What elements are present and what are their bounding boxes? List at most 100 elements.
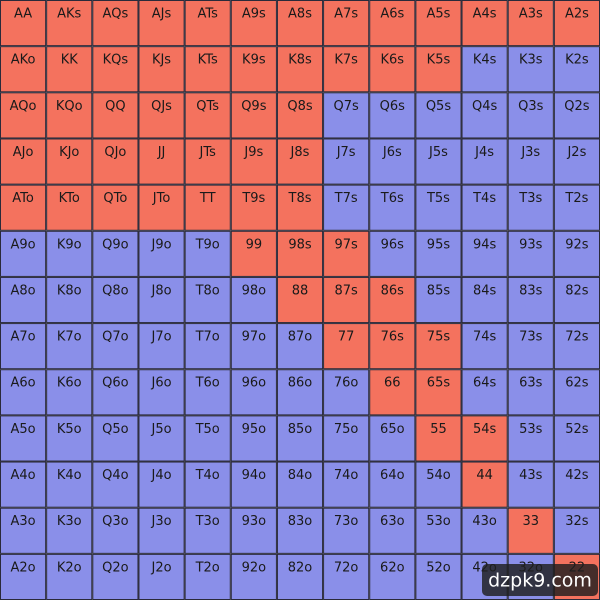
hand-cell: [92, 507, 139, 554]
hand-cell: [276, 415, 324, 462]
hand-label: Q8o: [102, 283, 129, 298]
hand-cell: [138, 138, 185, 185]
hand-label: TT: [199, 191, 216, 206]
hand-label: A5o: [11, 422, 36, 437]
hand-label: KJo: [59, 145, 79, 160]
hand-cell: [461, 461, 508, 508]
hand-label: Q2s: [564, 99, 590, 114]
hand-cell: [138, 553, 185, 600]
hand-label: 86s: [381, 283, 405, 298]
hand-cell: [276, 138, 324, 185]
hand-cell: [92, 323, 139, 370]
hand-cell: [553, 92, 600, 139]
hand-cell: [184, 184, 231, 231]
hand-cell: [507, 92, 554, 139]
hand-cell: [276, 323, 324, 370]
hand-label: 92s: [565, 237, 589, 252]
hand-cell: [415, 323, 462, 370]
hand-label: 53s: [519, 422, 543, 437]
hand-cell: [369, 92, 416, 139]
hand-label: J5o: [151, 422, 172, 437]
hand-label: J9s: [243, 145, 263, 160]
hand-label: KQo: [56, 99, 83, 114]
hand-label: A2o: [11, 560, 36, 575]
hand-cell: [138, 461, 185, 508]
hand-cell: [184, 92, 231, 139]
hand-label: QQ: [105, 99, 125, 114]
hand-cell: [553, 276, 600, 324]
hand-cell: [461, 138, 508, 185]
hand-cell: [184, 323, 231, 370]
hand-label: A5s: [426, 7, 450, 22]
hand-label: J8o: [151, 283, 172, 298]
hand-label: 53o: [426, 514, 451, 529]
hand-label: J7o: [151, 330, 172, 345]
hand-label: A3o: [11, 514, 36, 529]
hand-label: 86o: [288, 376, 313, 391]
hand-label: T5o: [195, 422, 220, 437]
hand-cell: [276, 230, 324, 277]
hand-cell: [415, 553, 462, 600]
hand-label: J4s: [474, 145, 494, 160]
hand-cell: [184, 461, 231, 508]
hand-cell: [92, 46, 139, 93]
hand-cell: [92, 184, 139, 231]
hand-label: K8s: [288, 53, 312, 68]
hand-cell: [461, 323, 508, 370]
hand-label: 62o: [380, 560, 405, 575]
hand-cell: [369, 369, 416, 416]
hand-cell: [507, 0, 554, 47]
hand-label: 64s: [473, 376, 497, 391]
hand-cell: [92, 138, 139, 185]
hand-label: A4s: [473, 7, 497, 22]
hand-label: Q7o: [102, 330, 129, 345]
hand-label: A9o: [11, 237, 36, 252]
hand-cell: [0, 553, 47, 600]
hand-label: 94s: [473, 237, 497, 252]
hand-cell: [507, 415, 554, 462]
hand-label: JJ: [157, 145, 166, 160]
hand-cell: [46, 369, 93, 416]
hand-cell: [507, 184, 554, 231]
hand-cell: [461, 369, 508, 416]
hand-label: J2s: [566, 145, 586, 160]
hand-label: J7s: [336, 145, 356, 160]
hand-cell: [138, 323, 185, 370]
hand-cell: [507, 46, 554, 93]
hand-label: J6s: [382, 145, 402, 160]
hand-cell: [323, 323, 370, 370]
hand-label: Q5o: [102, 422, 129, 437]
hand-cell: [369, 507, 416, 554]
hand-label: 88: [292, 283, 309, 298]
hand-label: 75o: [334, 422, 359, 437]
hand-label: Q3o: [102, 514, 129, 529]
hand-label: 75s: [427, 330, 451, 345]
hand-cell: [415, 507, 462, 554]
hand-label: T8s: [288, 191, 312, 206]
hand-label: A2s: [565, 7, 589, 22]
hand-label: QJs: [151, 99, 172, 114]
hand-label: T9o: [195, 237, 220, 252]
hand-label: 96s: [381, 237, 405, 252]
hand-cell: [461, 0, 508, 47]
hand-cell: [92, 553, 139, 600]
hand-cell: [46, 230, 93, 277]
hand-label: K2o: [57, 560, 82, 575]
hand-label: A6s: [380, 7, 404, 22]
hand-label: AA: [14, 7, 32, 22]
hand-cell: [507, 323, 554, 370]
hand-label: K5o: [57, 422, 82, 437]
hand-cell: [415, 0, 462, 47]
hand-label: 82s: [565, 283, 589, 298]
hand-label: Q5s: [426, 99, 452, 114]
hand-label: 43o: [472, 514, 497, 529]
hand-cell: [46, 138, 93, 185]
hand-cell: [323, 0, 370, 47]
hand-cell: [230, 461, 277, 508]
hand-label: 97s: [334, 237, 358, 252]
hand-cell: [507, 230, 554, 277]
hand-label: AQs: [103, 7, 129, 22]
hand-label: 77: [338, 330, 355, 345]
hand-label: Q7s: [334, 99, 360, 114]
